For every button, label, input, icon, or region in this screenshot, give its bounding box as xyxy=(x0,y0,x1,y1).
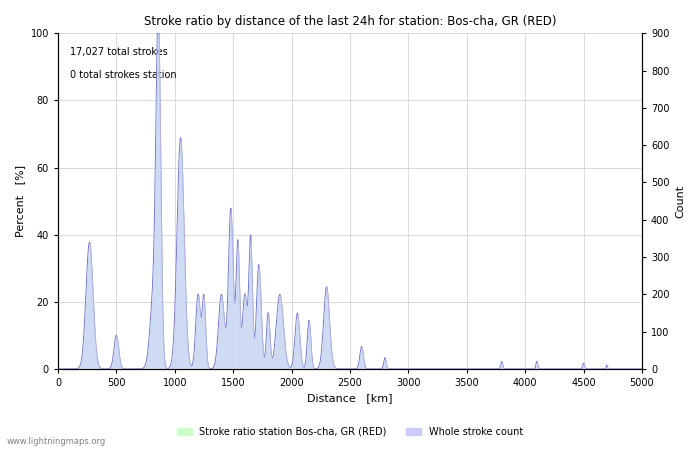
Y-axis label: Percent   [%]: Percent [%] xyxy=(15,165,25,237)
Y-axis label: Count: Count xyxy=(675,184,685,218)
Text: 0 total strokes station: 0 total strokes station xyxy=(69,70,176,80)
X-axis label: Distance   [km]: Distance [km] xyxy=(307,393,393,404)
Legend: Stroke ratio station Bos-cha, GR (RED), Whole stroke count: Stroke ratio station Bos-cha, GR (RED), … xyxy=(173,423,527,441)
Text: www.lightningmaps.org: www.lightningmaps.org xyxy=(7,436,106,446)
Text: 17,027 total strokes: 17,027 total strokes xyxy=(69,47,167,57)
Title: Stroke ratio by distance of the last 24h for station: Bos-cha, GR (RED): Stroke ratio by distance of the last 24h… xyxy=(144,15,556,28)
